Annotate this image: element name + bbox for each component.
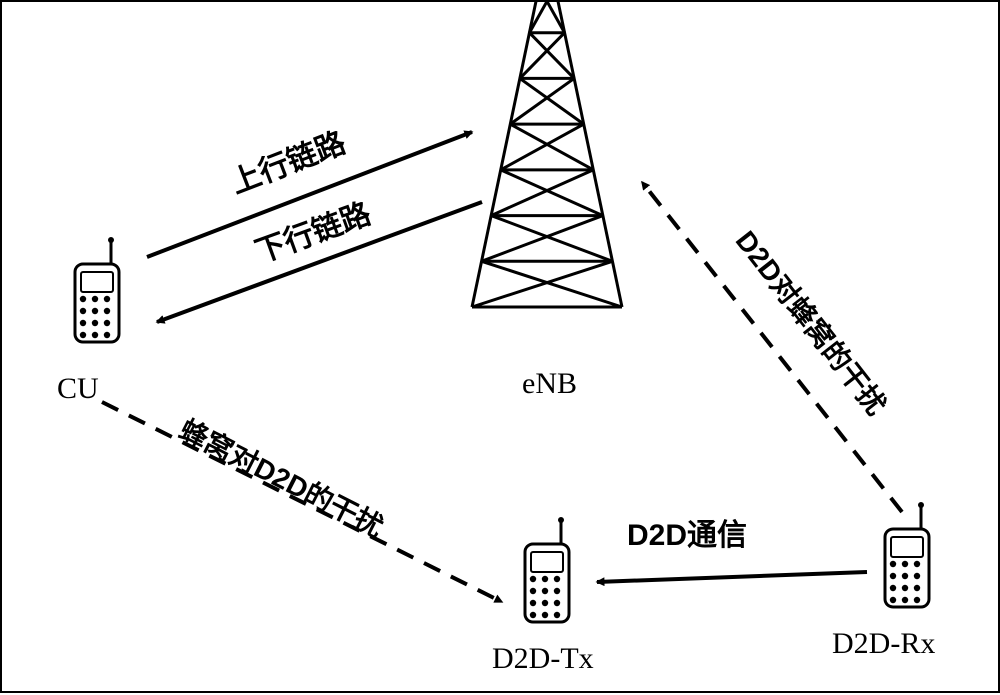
- node-label-d2dtx: D2D-Tx: [492, 642, 594, 676]
- node-d2drx-icon: [885, 502, 929, 607]
- edge-d2d-to-cell: [642, 182, 902, 512]
- edge-label-d2d-comm: D2D通信: [627, 510, 747, 554]
- node-cu-icon: [75, 237, 119, 342]
- node-d2dtx-icon: [525, 517, 569, 622]
- node-label-d2drx: D2D-Rx: [832, 627, 935, 661]
- node-enb-icon: [472, 2, 622, 307]
- node-label-enb: eNB: [522, 367, 577, 401]
- diagram-stage: 上行链路下行链路D2D对蜂窝的干扰蜂窝对D2D的干扰D2D通信CUeNBD2D-…: [0, 0, 1000, 693]
- edge-d2d-comm: [597, 572, 867, 582]
- node-label-cu: CU: [57, 372, 99, 406]
